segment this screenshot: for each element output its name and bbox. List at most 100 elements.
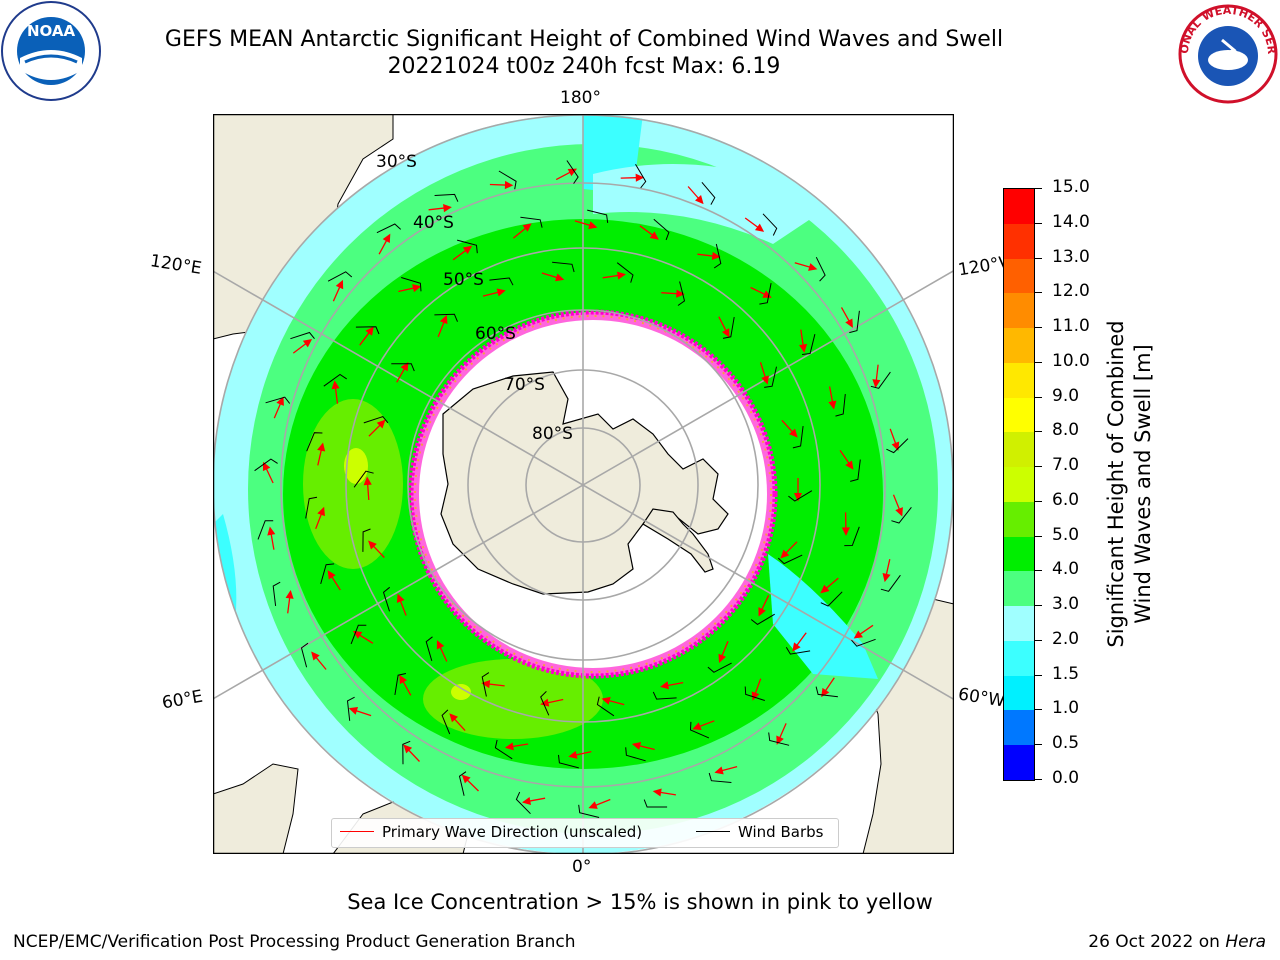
land-africa [213, 763, 299, 854]
legend-wind-barbs-swatch [696, 831, 730, 832]
lon-label-60w: 60°W [956, 684, 1007, 712]
wind-barb [708, 772, 732, 783]
colorbar-tick-label: 3.0 [1052, 594, 1080, 615]
wave-direction-arrowhead [317, 506, 325, 517]
wind-barb [566, 160, 579, 184]
wind-barb [764, 366, 777, 388]
wind-barb [494, 739, 513, 760]
wave-direction-arrowhead [882, 573, 891, 583]
wave-direction-arrowhead [758, 607, 766, 617]
colorbar-band [1004, 362, 1034, 398]
colorbar-band [1004, 223, 1034, 259]
lat-label-30s: 30°S [376, 152, 417, 172]
wind-barb [434, 193, 459, 202]
wave-direction-arrowhead [481, 680, 491, 689]
colorbar-band [1004, 675, 1034, 711]
colorbar-band [1004, 188, 1034, 224]
wind-barb [355, 326, 380, 335]
colorbar-tick-label: 12.0 [1052, 281, 1090, 302]
wave-direction-arrowhead [828, 400, 837, 410]
colorbar-tick-label: 10.0 [1052, 350, 1090, 371]
lon-label-60e: 60°E [160, 686, 205, 714]
colorbar-tick-label: 7.0 [1052, 455, 1080, 476]
colorbar-tick-label: 2.0 [1052, 628, 1080, 649]
wind-barb [481, 672, 490, 697]
wave-direction-arrowhead [617, 271, 626, 280]
wave-direction-arrowhead [376, 419, 386, 429]
lat-label-60s: 60°S [475, 324, 516, 344]
colorbar-band [1004, 397, 1034, 433]
wind-barb [402, 740, 411, 765]
wind-barb [441, 709, 451, 735]
wave-direction-arrowhead [439, 314, 448, 325]
colorbar-band [1004, 432, 1034, 468]
wind-barb [722, 317, 735, 339]
colorbar-tick [1034, 222, 1042, 224]
colorbar-band [1004, 745, 1034, 780]
wind-barb [382, 586, 391, 612]
wind-barb [759, 283, 772, 305]
wind-barb [458, 771, 467, 796]
wave-direction-arrowhead [841, 527, 850, 536]
wave-direction-arrowhead [754, 223, 765, 232]
legend-wave-direction-label: Primary Wave Direction (unscaled) [382, 823, 643, 841]
colorbar-tick [1034, 257, 1042, 259]
colorbar-tick-label: 14.0 [1052, 211, 1090, 232]
colorbar-tick [1034, 466, 1042, 468]
colorbar-label-line1: Significant Height of Combined [1104, 320, 1128, 648]
wave-direction-arrowhead [895, 507, 903, 517]
colorbar-tick-label: 1.0 [1052, 698, 1080, 719]
map-legend: Primary Wave Direction (unscaled) Wind B… [331, 818, 839, 848]
colorbar-tick-label: 13.0 [1052, 246, 1090, 267]
wind-barb [768, 732, 790, 746]
wind-barb [391, 363, 415, 372]
lon-label-180: 180° [560, 88, 601, 108]
wind-barb [596, 696, 615, 717]
wave-band-5-6m-west [303, 399, 403, 569]
wave-direction-arrowhead [676, 289, 685, 298]
wind-barb [346, 696, 355, 721]
wave-direction-arrowhead [692, 722, 702, 731]
wave-direction-arrowhead [317, 442, 326, 452]
wind-barb [802, 333, 816, 355]
wave-direction-arrowhead [845, 318, 853, 328]
colorbar-tick-label: 1.5 [1052, 663, 1080, 684]
wind-barb [350, 624, 367, 645]
wave-direction-arrowhead [335, 279, 344, 290]
wave-direction-arrowhead [776, 735, 784, 745]
colorbar-tick [1034, 779, 1042, 780]
wind-barb [792, 426, 804, 449]
wind-barb [653, 218, 670, 241]
wave-direction-arrowhead [262, 461, 271, 472]
wind-barb [363, 416, 389, 424]
wave-direction-arrowhead [436, 640, 445, 650]
wind-barb [305, 496, 318, 519]
wave-direction-arrowhead [853, 630, 863, 639]
land-antarctica [440, 371, 729, 595]
wind-barb [257, 520, 274, 540]
wave-direction-arrowhead [652, 788, 662, 797]
colorbar-band [1004, 536, 1034, 572]
wave-band-5-6m-south [423, 659, 603, 739]
colorbar-band [1004, 710, 1034, 746]
lat-label-50s: 50°S [443, 270, 484, 290]
wind-barb [777, 554, 803, 565]
wind-barb [844, 526, 860, 547]
wind-barb [272, 581, 281, 606]
wind-barb [616, 262, 634, 283]
wave-direction-arrowhead [348, 707, 359, 715]
wind-barb [515, 791, 531, 815]
colorbar-tick-label: 0.0 [1052, 768, 1080, 788]
wave-direction-arrowhead [588, 221, 598, 230]
colorbar-tick [1034, 188, 1042, 189]
wave-direction-arrowhead [820, 584, 830, 594]
colorbar-tick [1034, 535, 1042, 537]
wave-direction-arrowhead [821, 687, 830, 698]
wave-direction-arrowhead [845, 460, 854, 470]
wave-band-6m-south [451, 684, 471, 700]
wind-barb [762, 213, 778, 236]
wave-direction-arrowhead [761, 375, 769, 385]
colorbar-band [1004, 467, 1034, 502]
wind-barb [265, 396, 291, 404]
wind-barb [713, 243, 722, 269]
